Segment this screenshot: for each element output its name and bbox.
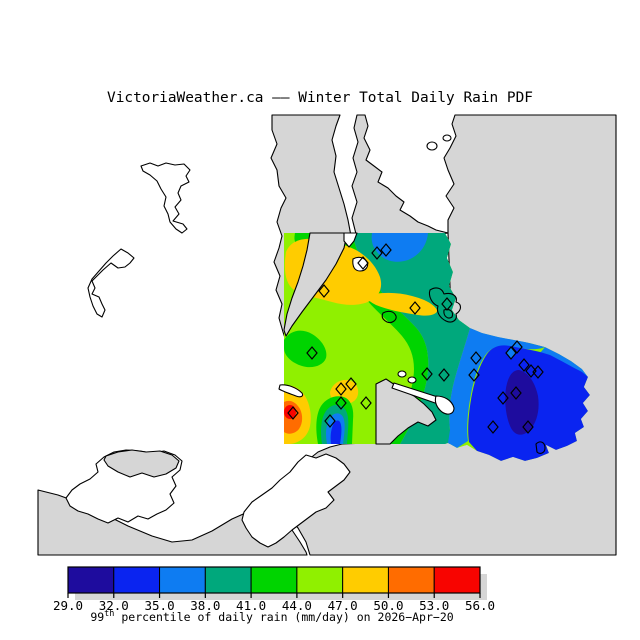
- station-diamond-marker: [324, 414, 336, 428]
- contour-band-35-38-topblob: [371, 233, 428, 262]
- contour-band-47-50-tongue: [367, 292, 438, 316]
- colorbar-tick-label: 38.0: [190, 598, 220, 613]
- station-marker-layer: [287, 243, 544, 434]
- portage-inlet: [434, 395, 455, 415]
- station-diamond-marker: [518, 358, 530, 372]
- station-diamond-marker: [380, 243, 392, 257]
- island-north: [140, 162, 191, 234]
- station-diamond-marker: [409, 301, 421, 315]
- station-diamond-marker: [287, 406, 299, 420]
- colorbar-segment-29.0: [67, 566, 115, 594]
- station-diamond-marker: [421, 367, 433, 381]
- colorbar: 29.0 32.0 35.0 38.0 41.0 44.0 47.0 50.0 53.0 56.0…: [53, 566, 495, 624]
- saanich-inlet-tip: [343, 232, 358, 248]
- colorbar-tick-label: 53.0: [419, 598, 449, 613]
- colorbar-segments: [67, 566, 481, 594]
- colorbar-segment-53.0: [433, 566, 481, 594]
- colorbar-tick-label: 47.0: [328, 598, 358, 613]
- channel-islet-1: [426, 141, 438, 151]
- island-outline-layer: [87, 162, 191, 318]
- harbour-islet-2: [407, 376, 417, 384]
- caption-rest: percentile of daily rain (mm/day) on 202…: [114, 610, 453, 624]
- station-diamond-marker: [487, 420, 499, 434]
- contour-band-29-32-core: [505, 370, 539, 435]
- elk-beaver-lakes-outline: [428, 287, 462, 323]
- station-diamond-marker: [318, 284, 330, 298]
- station-diamond-marker: [306, 346, 318, 360]
- esquimalt-lagoon: [278, 384, 304, 398]
- malahat-tip-overlay: [283, 232, 348, 337]
- contour-band-35-38-eastband: [448, 328, 545, 448]
- station-diamond-marker: [357, 256, 369, 270]
- colorbar-tick-label: 32.0: [99, 598, 129, 613]
- sooke-gray-patch: [103, 449, 180, 478]
- colorbar-tick-label: 35.0: [145, 598, 175, 613]
- station-diamond-marker: [335, 382, 347, 396]
- station-diamond-marker: [360, 396, 372, 410]
- station-diamond-marker: [470, 351, 482, 365]
- colorbar-segment-38.0: [204, 566, 252, 594]
- colorbar-ticks: [67, 593, 481, 598]
- station-diamond-marker: [335, 396, 347, 410]
- landmass-saanich-peninsula: [351, 114, 449, 249]
- colorbar-segment-41.0: [250, 566, 298, 594]
- small-lake-outline: [443, 308, 454, 319]
- station-diamond-marker: [505, 346, 517, 360]
- station-diamond-marker: [510, 386, 522, 400]
- station-diamond-marker: [345, 377, 357, 391]
- colorbar-segment-44.0: [296, 566, 344, 594]
- metchosin-outline-land: [241, 453, 351, 548]
- colorbar-segment-32.0: [113, 566, 161, 594]
- colorbar-caption: 99th percentile of daily rain (mm/day) o…: [90, 609, 453, 624]
- thetis-lake-outline: [381, 310, 397, 324]
- contour-band-41-44-blob: [284, 330, 327, 368]
- channel-islet-2: [442, 134, 452, 142]
- contour-band-38-41: [352, 233, 470, 444]
- colorbar-tick-labels: 29.0 32.0 35.0 38.0 41.0 44.0 47.0 50.0 53.0 56.0: [53, 598, 495, 613]
- colorbar-border: [67, 566, 481, 594]
- colorbar-segment-47.0: [342, 566, 389, 594]
- colorbar-tick-label: 50.0: [373, 598, 403, 613]
- station-diamond-marker: [532, 365, 544, 379]
- colorbar-tick-label: 29.0: [53, 598, 83, 613]
- harbour-islet-1: [397, 370, 407, 378]
- trial-island: [535, 441, 546, 454]
- contour-core-32-35-southspot: [330, 420, 342, 444]
- island-south: [87, 248, 135, 318]
- station-diamond-marker: [511, 340, 523, 354]
- colorbar-tick-label: 44.0: [282, 598, 312, 613]
- caption-99: 99: [90, 610, 104, 624]
- colorbar-tick-label: 56.0: [465, 598, 495, 613]
- station-diamond-marker: [468, 368, 480, 382]
- station-diamond-marker: [525, 364, 537, 378]
- station-diamond-marker: [371, 246, 383, 260]
- station-diamond-marker: [497, 391, 509, 405]
- contour-band-53-56-swcore: [284, 405, 296, 419]
- colorbar-segment-35.0: [159, 566, 206, 594]
- station-diamond-marker: [441, 297, 453, 311]
- colorbar-tick-label: 41.0: [236, 598, 266, 613]
- colorbar-segment-50.0: [387, 566, 435, 594]
- overlay-coast-layer: [65, 134, 546, 548]
- station-diamond-marker: [438, 368, 450, 382]
- caption-superscript-th: th: [104, 609, 114, 619]
- figure-title: VictoriaWeather.ca —— Winter Total Daily…: [107, 90, 533, 106]
- station-diamond-marker: [522, 420, 534, 434]
